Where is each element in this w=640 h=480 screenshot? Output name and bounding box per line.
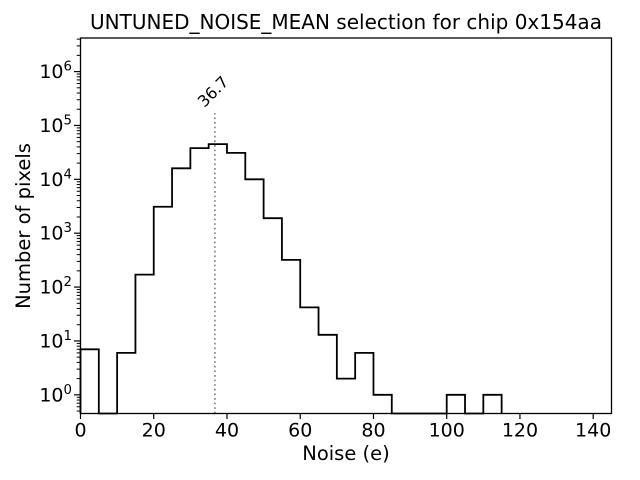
y-axis-label: Number of pixels xyxy=(12,143,35,309)
plot-area: 36.7 0 20 40 60 80 100 120 140 100 101 102 103 104 105… xyxy=(39,37,613,442)
x-tick-label: 80 xyxy=(361,420,385,442)
x-tick-label: 100 xyxy=(429,420,465,442)
y-tick-label: 106 xyxy=(39,60,72,84)
x-tick-label: 60 xyxy=(288,420,312,442)
x-tick-label: 120 xyxy=(502,420,538,442)
y-tick-label: 101 xyxy=(39,329,72,353)
y-tick-label: 105 xyxy=(39,113,72,137)
y-tick-label: 100 xyxy=(39,383,72,407)
y-tick-label: 102 xyxy=(39,275,72,299)
chart-title: UNTUNED_NOISE_MEAN selection for chip 0x… xyxy=(90,10,602,34)
histogram-line xyxy=(79,143,503,415)
x-tick-label: 40 xyxy=(215,420,239,442)
x-tick-label: 140 xyxy=(575,420,611,442)
threshold-vline-label: 36.7 xyxy=(194,72,233,111)
axes-frame xyxy=(79,37,613,415)
y-tick-label: 103 xyxy=(39,221,72,245)
x-tick-label: 20 xyxy=(142,420,166,442)
x-axis-label: Noise (e) xyxy=(302,442,390,465)
x-tick-label: 0 xyxy=(74,420,86,442)
y-tick-label: 104 xyxy=(39,167,72,191)
